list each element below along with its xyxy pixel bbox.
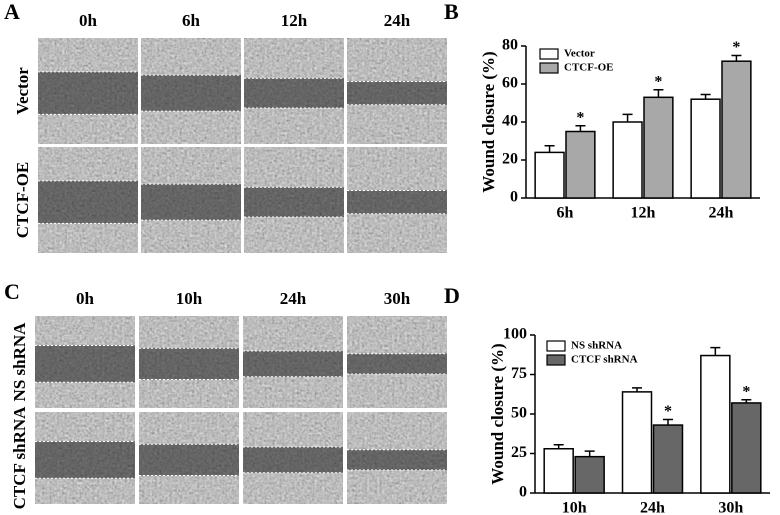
wound-area: [35, 345, 135, 383]
y-axis-label: Wound closure (%): [488, 343, 507, 484]
row-label: CTCF shRNA: [10, 406, 29, 510]
row-label: NS shRNA: [10, 322, 29, 402]
column-label: 30h: [384, 289, 411, 308]
x-tick-label: 12h: [631, 205, 656, 222]
y-tick-label: 0: [510, 189, 518, 206]
y-tick-label: 40: [502, 113, 518, 130]
significance-mark: *: [654, 73, 662, 90]
column-label: 12h: [281, 11, 308, 30]
bar: [690, 98, 721, 199]
error-bar: [710, 346, 721, 356]
legend-swatch: [546, 340, 566, 352]
y-tick-label: 25: [511, 444, 527, 461]
legend-label: CTCF-OE: [564, 62, 614, 74]
wound-area: [347, 190, 447, 214]
legend-swatch: [539, 48, 559, 60]
bar: [731, 402, 762, 494]
x-tick-label: 30h: [718, 500, 743, 515]
y-tick-label: 100: [503, 326, 527, 343]
error-bar: [731, 54, 742, 62]
wound-area: [244, 187, 344, 217]
x-tick-label: 10h: [562, 500, 587, 515]
y-tick-label: 20: [502, 151, 518, 168]
error-bar: [662, 418, 673, 426]
legend-label: NS shRNA: [571, 340, 622, 352]
bar: [621, 391, 653, 494]
bar: [574, 455, 605, 494]
bar: [612, 121, 643, 199]
bar: [543, 448, 574, 494]
error-bar: [622, 113, 633, 122]
x-tick-label: 24h: [709, 205, 734, 222]
wound-area: [139, 444, 239, 476]
panel-label: C: [4, 279, 20, 304]
significance-mark: *: [732, 39, 740, 56]
panel-label: B: [444, 0, 459, 24]
wound-area: [347, 353, 447, 374]
error-bar: [584, 450, 595, 457]
error-bar: [575, 125, 586, 132]
legend-swatch: [546, 354, 566, 366]
column-label: 6h: [182, 11, 201, 30]
wound-area: [141, 184, 241, 221]
column-label: 0h: [76, 289, 95, 308]
wound-area: [139, 348, 239, 380]
significance-mark: *: [576, 109, 584, 126]
error-bar: [741, 399, 752, 403]
legend-label: Vector: [564, 48, 595, 60]
error-bar: [632, 387, 643, 392]
wound-area: [244, 78, 344, 108]
wound-area: [35, 441, 135, 479]
bar: [643, 96, 674, 199]
error-bar: [653, 88, 664, 98]
wound-area: [347, 449, 447, 470]
y-tick-label: 50: [511, 405, 527, 422]
error-bar: [553, 444, 564, 449]
wound-area: [243, 446, 343, 473]
row-label: Vector: [13, 67, 32, 115]
error-bar: [544, 145, 555, 153]
wound-area: [243, 350, 343, 377]
wound-area: [141, 75, 241, 112]
bar: [534, 151, 565, 199]
column-label: 24h: [384, 11, 411, 30]
bar: [700, 354, 731, 494]
column-label: 10h: [176, 289, 203, 308]
x-tick-label: 24h: [640, 500, 665, 515]
y-tick-label: 60: [502, 75, 518, 92]
column-label: 24h: [280, 289, 307, 308]
significance-mark: *: [742, 383, 750, 400]
bar: [721, 60, 752, 199]
y-axis-label: Wound closure (%): [479, 51, 498, 192]
panel-label: D: [444, 283, 460, 308]
error-bar: [700, 93, 711, 100]
bar: [652, 424, 684, 494]
row-label: CTCF-OE: [13, 162, 32, 239]
legend-label: CTCF shRNA: [571, 354, 638, 366]
column-label: 0h: [79, 11, 98, 30]
wound-area: [347, 81, 447, 105]
panel-label: A: [4, 0, 20, 24]
bar: [565, 130, 596, 199]
wound-area: [38, 71, 138, 115]
y-tick-label: 80: [502, 37, 518, 54]
significance-mark: *: [664, 403, 672, 420]
y-tick-label: 0: [519, 484, 527, 501]
wound-area: [38, 180, 138, 224]
x-tick-label: 6h: [557, 205, 574, 222]
legend-swatch: [539, 62, 559, 74]
y-tick-label: 75: [511, 365, 527, 382]
